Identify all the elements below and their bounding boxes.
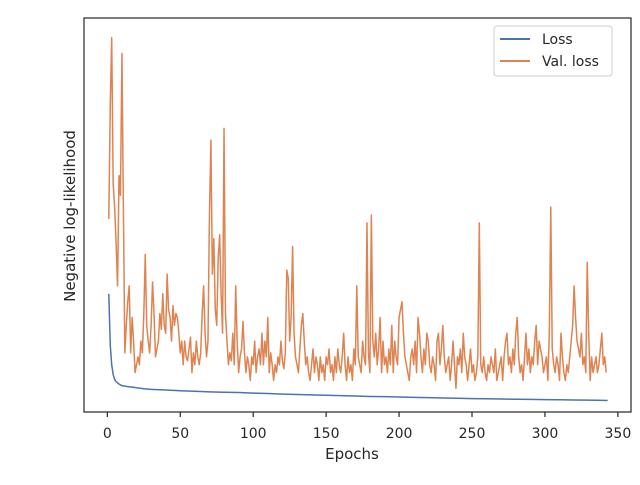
x-tick-label: 250 bbox=[459, 426, 486, 442]
x-tick-label: 350 bbox=[605, 426, 632, 442]
x-tick-label: 150 bbox=[313, 426, 340, 442]
plot-frame bbox=[83, 17, 632, 413]
x-tick-label: 300 bbox=[532, 426, 559, 442]
x-tick-label: 200 bbox=[386, 426, 413, 442]
x-tick-label: 0 bbox=[103, 426, 112, 442]
series-line-loss bbox=[108, 293, 608, 402]
x-axis-label: Epochs bbox=[325, 445, 379, 463]
x-tick-label: 100 bbox=[240, 426, 267, 442]
y-axis-label: Negative log-likelihood bbox=[61, 130, 79, 302]
legend: Loss Val. loss bbox=[493, 25, 613, 77]
x-tick-label: 50 bbox=[171, 426, 189, 442]
series-layer bbox=[108, 36, 608, 402]
series-line-val-loss bbox=[108, 36, 607, 390]
legend-label: Loss bbox=[542, 32, 573, 48]
x-axis: 0 50 100 150 200 250 300 350 bbox=[103, 412, 631, 442]
legend-label: Val. loss bbox=[542, 54, 599, 70]
